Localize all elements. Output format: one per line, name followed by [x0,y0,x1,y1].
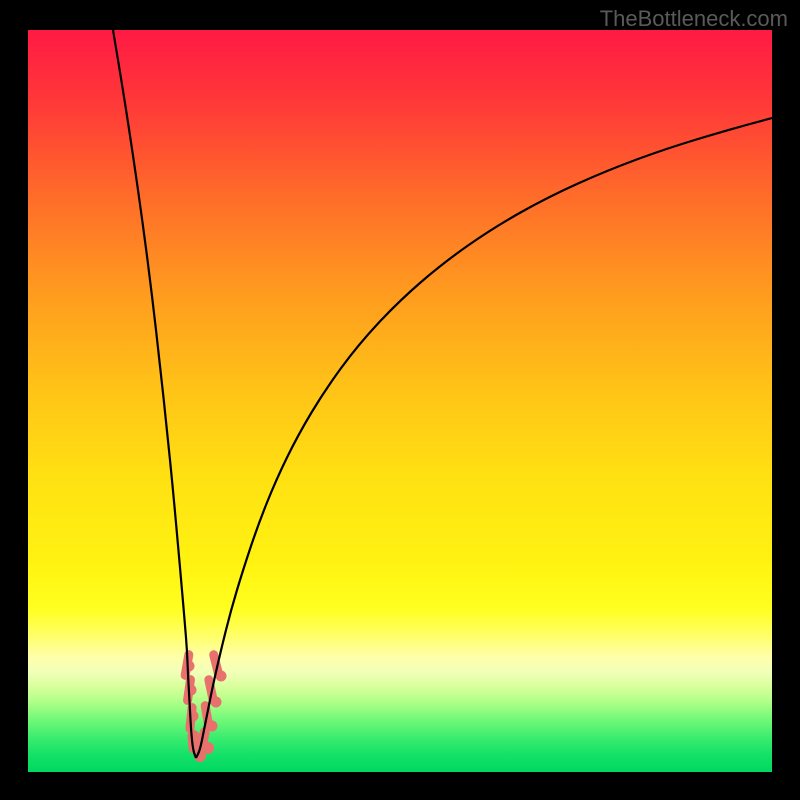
plot-area [28,30,772,772]
gradient-background [28,30,772,772]
watermark-text: TheBottleneck.com [600,6,788,32]
chart-container: TheBottleneck.com [0,0,800,800]
plot-svg [28,30,772,772]
